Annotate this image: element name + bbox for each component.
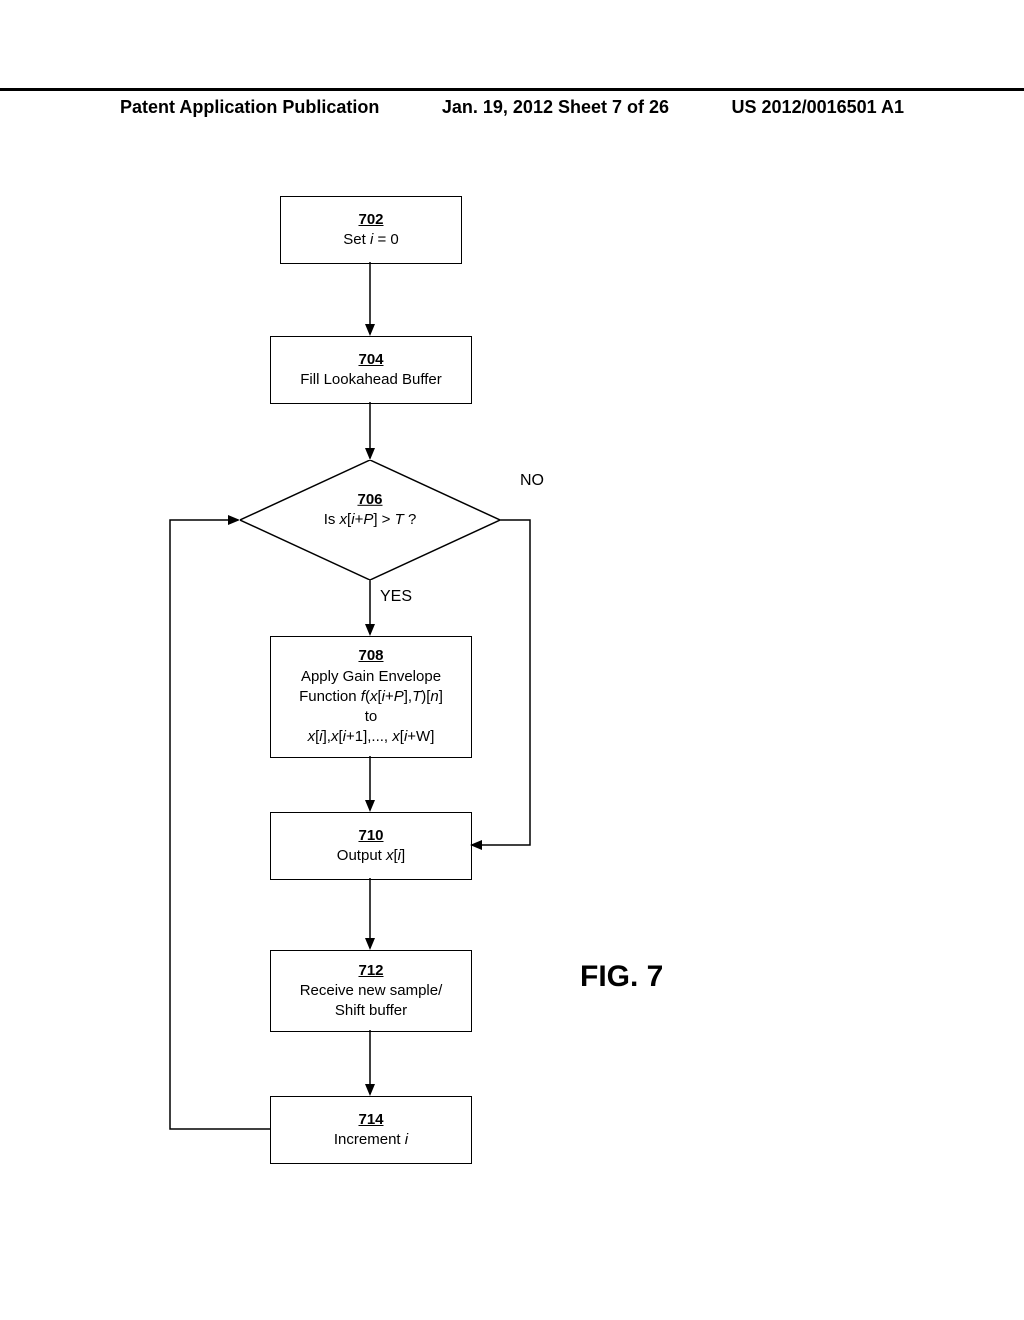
node-710-text: Output x[i]	[337, 846, 405, 866]
node-712-l2: Shift buffer	[335, 1001, 407, 1021]
header-center: Jan. 19, 2012 Sheet 7 of 26	[442, 97, 669, 118]
figure-label: FIG. 7	[580, 960, 663, 994]
node-706: 706 Is x[i+P] > T ?	[240, 460, 500, 580]
node-708-l3: to	[365, 707, 378, 727]
node-706-ref: 706	[240, 489, 500, 509]
label-no: NO	[520, 472, 544, 490]
page: Patent Application Publication Jan. 19, …	[0, 0, 1024, 1320]
node-708-l2: Function f(x[i+P],T)[n]	[299, 687, 443, 707]
node-714-ref: 714	[358, 1110, 383, 1130]
node-710: 710 Output x[i]	[270, 812, 472, 880]
node-704-text: Fill Lookahead Buffer	[300, 370, 441, 390]
node-704: 704 Fill Lookahead Buffer	[270, 336, 472, 404]
node-714-text: Increment i	[334, 1130, 408, 1150]
node-712-l1: Receive new sample/	[300, 981, 443, 1001]
node-712: 712 Receive new sample/ Shift buffer	[270, 950, 472, 1032]
label-yes: YES	[380, 588, 412, 606]
node-702-text: Set i = 0	[343, 230, 398, 250]
header-left: Patent Application Publication	[120, 97, 379, 118]
node-704-ref: 704	[358, 350, 383, 370]
page-header: Patent Application Publication Jan. 19, …	[0, 88, 1024, 118]
node-708-ref: 708	[358, 646, 383, 666]
node-708-l4: x[i],x[i+1],..., x[i+W]	[308, 727, 435, 747]
node-702-ref: 702	[358, 210, 383, 230]
node-708: 708 Apply Gain Envelope Function f(x[i+P…	[270, 636, 472, 758]
node-702: 702 Set i = 0	[280, 196, 462, 264]
header-right: US 2012/0016501 A1	[732, 97, 904, 118]
node-712-ref: 712	[358, 961, 383, 981]
node-708-l1: Apply Gain Envelope	[301, 667, 441, 687]
node-710-ref: 710	[358, 826, 383, 846]
node-706-text: Is x[i+P] > T ?	[240, 510, 500, 530]
arrows	[0, 0, 1024, 1320]
node-714: 714 Increment i	[270, 1096, 472, 1164]
